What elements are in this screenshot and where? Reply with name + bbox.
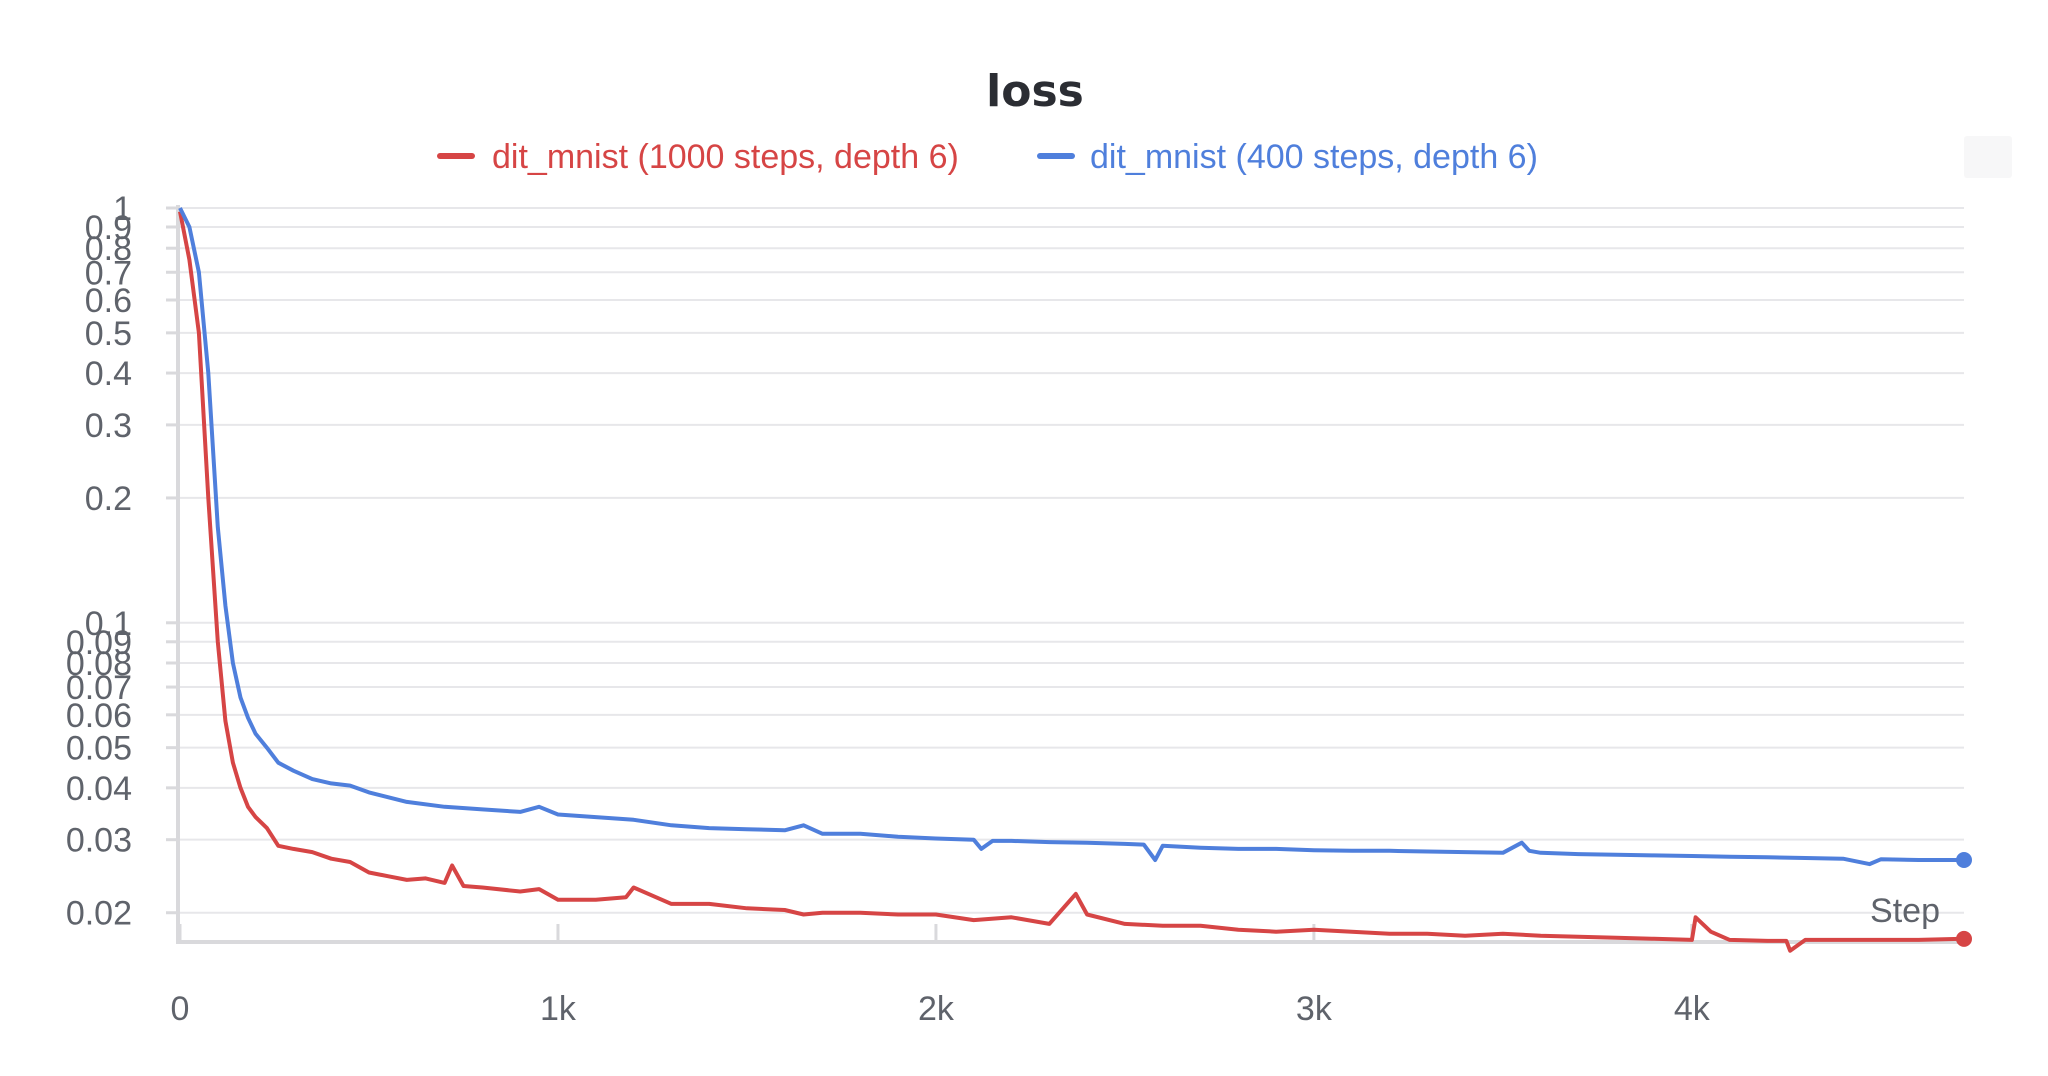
series-line-0[interactable] xyxy=(178,211,1965,953)
y-tick-label-0-02: 0.02 xyxy=(66,895,132,933)
legend-scroll-button[interactable] xyxy=(1964,136,2012,178)
series-endpoint-0[interactable] xyxy=(1956,930,1972,947)
chart-title: loss xyxy=(986,66,1084,117)
y-tick-label-0-9: 0.9 xyxy=(85,209,132,247)
y-tick-label-1: 1 xyxy=(113,190,132,228)
legend-entry-400-steps[interactable]: dit_mnist (400 steps, depth 6) xyxy=(1037,138,1538,176)
legend: dit_mnist (1000 steps, depth 6) dit_mnis… xyxy=(437,136,2012,178)
grid xyxy=(180,207,1964,914)
legend-label-400-steps: dit_mnist (400 steps, depth 6) xyxy=(1090,138,1538,176)
x-tick-label-2000: 2k xyxy=(918,990,955,1028)
series-endpoint-1[interactable] xyxy=(1956,852,1972,869)
legend-entry-1000-steps[interactable]: dit_mnist (1000 steps, depth 6) xyxy=(437,138,959,176)
y-tick-label-0-03: 0.03 xyxy=(66,822,132,860)
x-tick-label-3000: 3k xyxy=(1296,990,1333,1028)
x-tick-label-4000: 4k xyxy=(1674,990,1711,1028)
y-tick-label-0-04: 0.04 xyxy=(66,770,132,808)
x-axis-label: Step xyxy=(1870,892,1940,930)
y-tick-label-0-08: 0.08 xyxy=(66,645,132,683)
x-tick-label-0: 0 xyxy=(171,990,190,1028)
y-tick-label-0-06: 0.06 xyxy=(66,697,132,735)
series xyxy=(178,207,1972,953)
y-tick-label-0-3: 0.3 xyxy=(85,407,132,445)
x-axis-ticks: 0 1k 2k 3k 4k xyxy=(171,924,1711,1028)
y-tick-label-0-09: 0.09 xyxy=(66,624,132,662)
y-tick-label-0-07: 0.07 xyxy=(66,669,132,707)
legend-label-1000-steps: dit_mnist (1000 steps, depth 6) xyxy=(492,138,959,176)
y-tick-label-0-7: 0.7 xyxy=(85,254,132,292)
y-tick-label-0-8: 0.8 xyxy=(85,230,132,268)
x-tick-label-1000: 1k xyxy=(540,990,577,1028)
y-tick-label-0-05: 0.05 xyxy=(66,730,132,768)
y-axis-ticks: 10.90.80.70.60.50.4 0.3 0.2 0.10.090.080.07… xyxy=(66,190,178,933)
y-tick-label-0-2: 0.2 xyxy=(85,480,132,518)
y-tick-label-0-6: 0.6 xyxy=(85,282,132,320)
y-tick-label-0-4: 0.4 xyxy=(85,355,132,393)
series-line-1[interactable] xyxy=(178,207,1964,867)
y-tick-label-0-1: 0.1 xyxy=(85,605,132,643)
y-tick-label-0-5: 0.5 xyxy=(85,315,132,353)
